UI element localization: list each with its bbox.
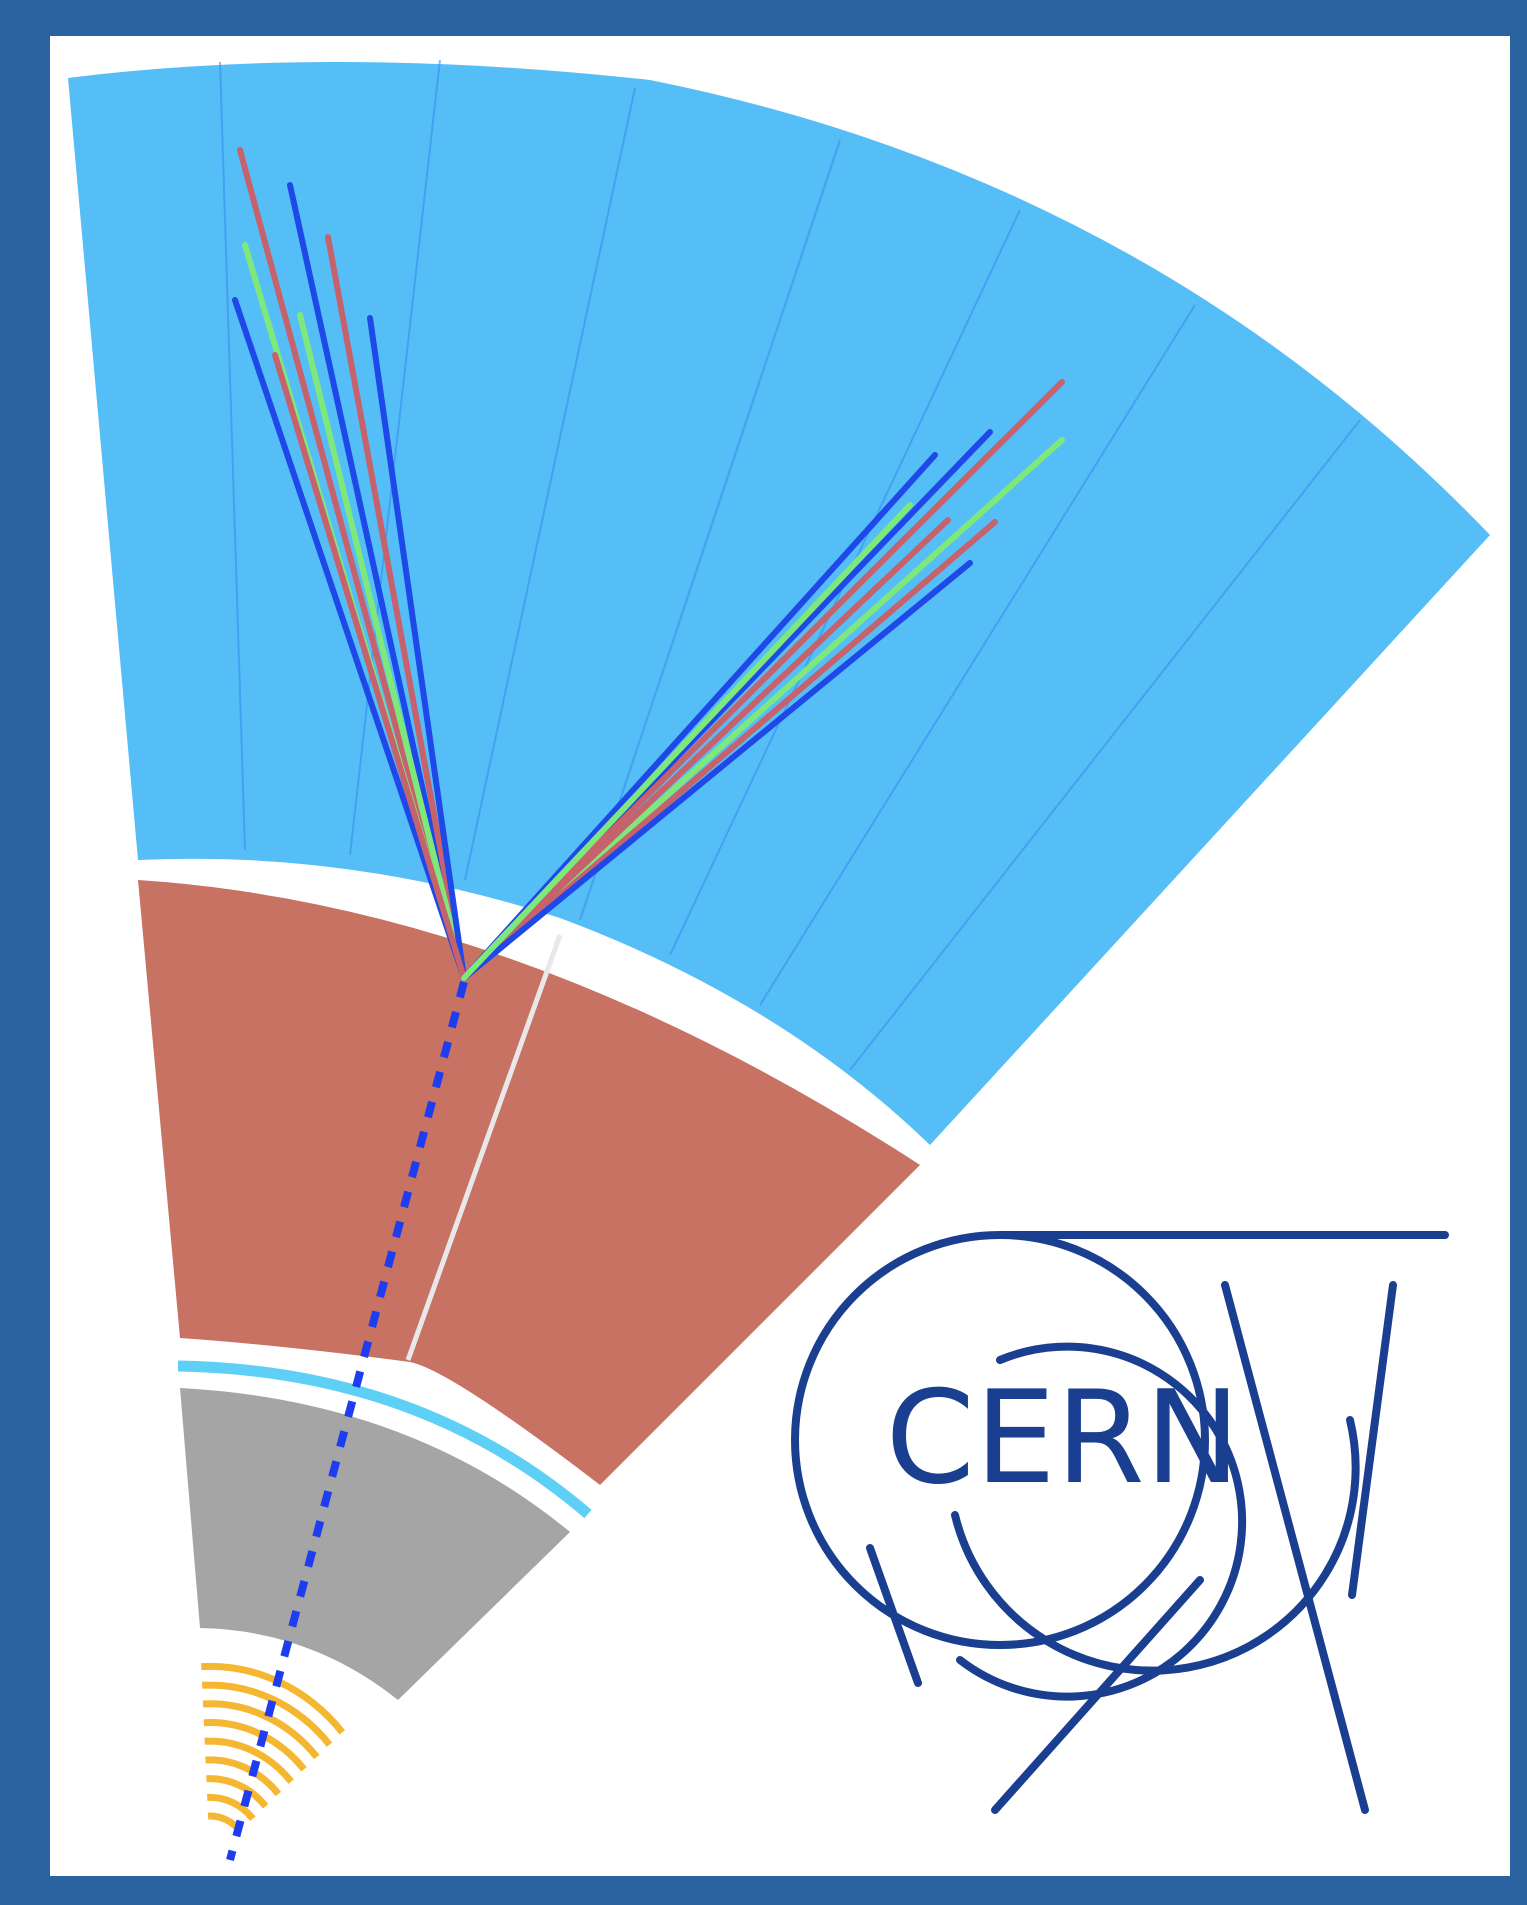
em-calorimeter-divider [405,934,563,1361]
particle-track [461,379,1065,981]
pixel-layer-arc [203,1719,307,1772]
cell-divider [219,61,246,851]
pixel-layer-arc [206,1775,269,1809]
jet-left [232,147,467,981]
particle-track [325,234,467,981]
em-calorimeter-wedge [138,880,920,1485]
hadronic-calorimeter [68,59,1490,1145]
particle-track [232,297,467,981]
particle-track [367,315,467,981]
particle-track [297,312,467,981]
jet-right [461,379,1065,981]
pixel-detector [201,1662,346,1834]
hadronic-calorimeter-wedge [68,61,1490,1145]
particle-track [461,560,973,981]
dashed-track [226,980,468,1862]
tracker-wedge [180,1388,570,1700]
particle-track [461,502,913,981]
cell-divider [759,304,1196,1006]
particle-track [272,352,467,981]
logo-diagonal-2 [991,1576,1204,1814]
particle-track [287,182,467,981]
pixel-layer-arc [207,1793,256,1821]
particle-track [237,147,467,981]
cell-divider [464,87,636,881]
cell-divider [849,419,1361,1071]
logo-ring-lower-arc [951,1416,1360,1675]
pixel-layer-arc [202,1681,333,1747]
pixel-layer-arc [205,1756,282,1797]
logo-left-stroke [866,1544,922,1687]
solenoid-arc [177,1360,592,1519]
pixel-layer-arc [202,1700,320,1760]
pixel-layer-arc [204,1737,294,1784]
cell-divider [579,139,841,921]
particle-track [461,437,1065,981]
logo-diagonal-1 [1221,1281,1369,1814]
hadronic-calorimeter-cells [219,59,1361,1071]
logo-ring-small-arc [956,1342,1247,1701]
cern-logo-text: CERN [886,1364,1241,1513]
cell-divider [349,59,441,856]
cern-logo: CERN [791,1231,1449,1814]
em-calorimeter [138,880,920,1485]
particle-track [461,517,951,981]
logo-right-stem [1348,1281,1397,1599]
